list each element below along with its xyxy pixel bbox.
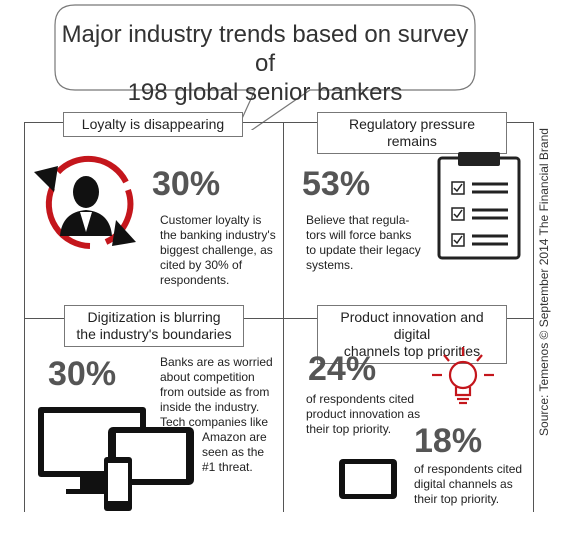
infographic-title: Major industry trends based on survey of… <box>60 20 470 107</box>
label-innovation: Product innovation and digital channels t… <box>317 305 507 364</box>
label-digitization: Digitization is blurring the industry's b… <box>64 305 244 347</box>
lightbulb-icon <box>432 347 494 405</box>
text-regulatory: Believe that regula-tors will force bank… <box>306 213 421 272</box>
label-regulatory: Regulatory pressure remains <box>317 112 507 154</box>
text-digitization: Banks are as worried about competition fro… <box>160 355 273 474</box>
title-speech-bubble <box>54 4 476 130</box>
grid-left-line <box>24 122 25 512</box>
grid-middle-horizontal <box>24 318 534 319</box>
grid-top-line <box>24 122 534 123</box>
text-loyalty: Customer loyalty is the banking industry'… <box>160 213 276 287</box>
stat-loyalty: 30% <box>152 165 221 203</box>
stat-innovation: 24% <box>308 350 377 388</box>
grid-middle-vertical <box>283 122 284 512</box>
devices-icon <box>38 407 194 511</box>
source-credit: Source: Temenos © September 2014 The Fin… <box>537 128 551 436</box>
title-line-1: Major industry trends based on survey of <box>61 21 469 77</box>
title-line-2: 198 global senior bankers <box>127 79 403 106</box>
stat-digitization: 30% <box>48 355 117 393</box>
label-loyalty: Loyalty is disappearing <box>63 112 243 137</box>
stat-regulatory: 53% <box>302 165 371 203</box>
clipboard-checklist-icon <box>437 152 521 260</box>
loyalty-cycle-icon <box>34 155 136 249</box>
grid-right-line <box>533 122 534 512</box>
stat-digital-channels: 18% <box>414 422 483 460</box>
text-digital-channels: of respondents cited digital channels as t… <box>414 462 523 506</box>
tablet-icon <box>339 459 397 499</box>
text-innovation: of respondents cited product innovation a… <box>306 392 421 436</box>
